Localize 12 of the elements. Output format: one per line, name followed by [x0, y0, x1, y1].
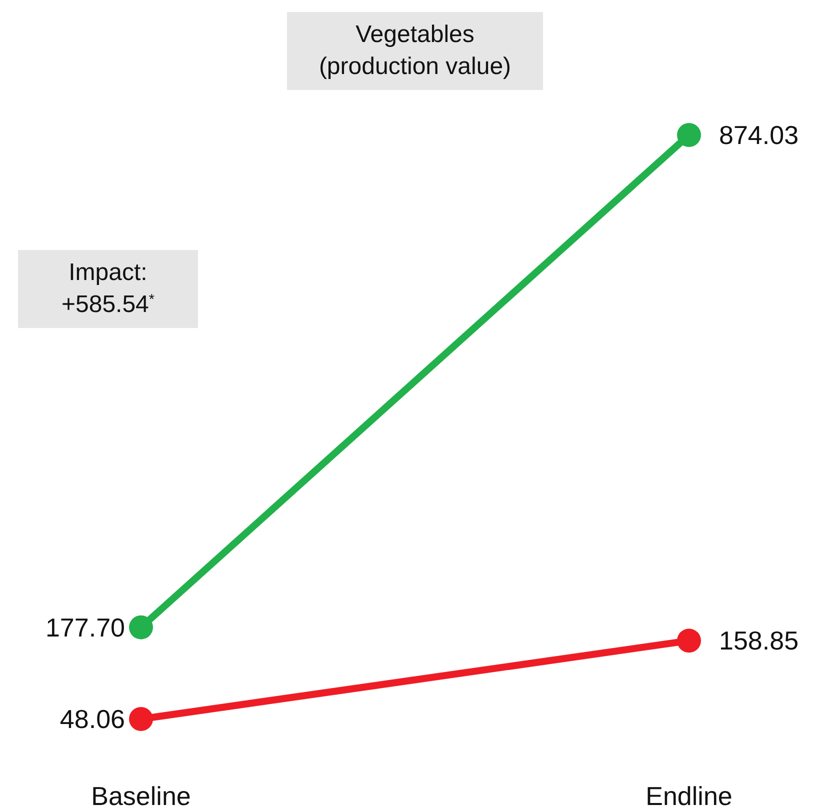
chart-title: Vegetables (production value) — [318, 21, 512, 80]
point — [129, 615, 153, 640]
data-label: 874.03 — [719, 120, 799, 150]
x-tick-label: Endline — [646, 781, 732, 809]
data-label: 158.85 — [719, 626, 799, 656]
annotation: Impact: +585.54$^{*}$ — [61, 259, 155, 318]
point — [129, 707, 153, 731]
point — [677, 628, 701, 653]
data-label: 48.06 — [60, 704, 125, 734]
data-label: 177.70 — [45, 612, 125, 642]
x-tick-label: Baseline — [91, 781, 191, 809]
point — [677, 123, 701, 147]
